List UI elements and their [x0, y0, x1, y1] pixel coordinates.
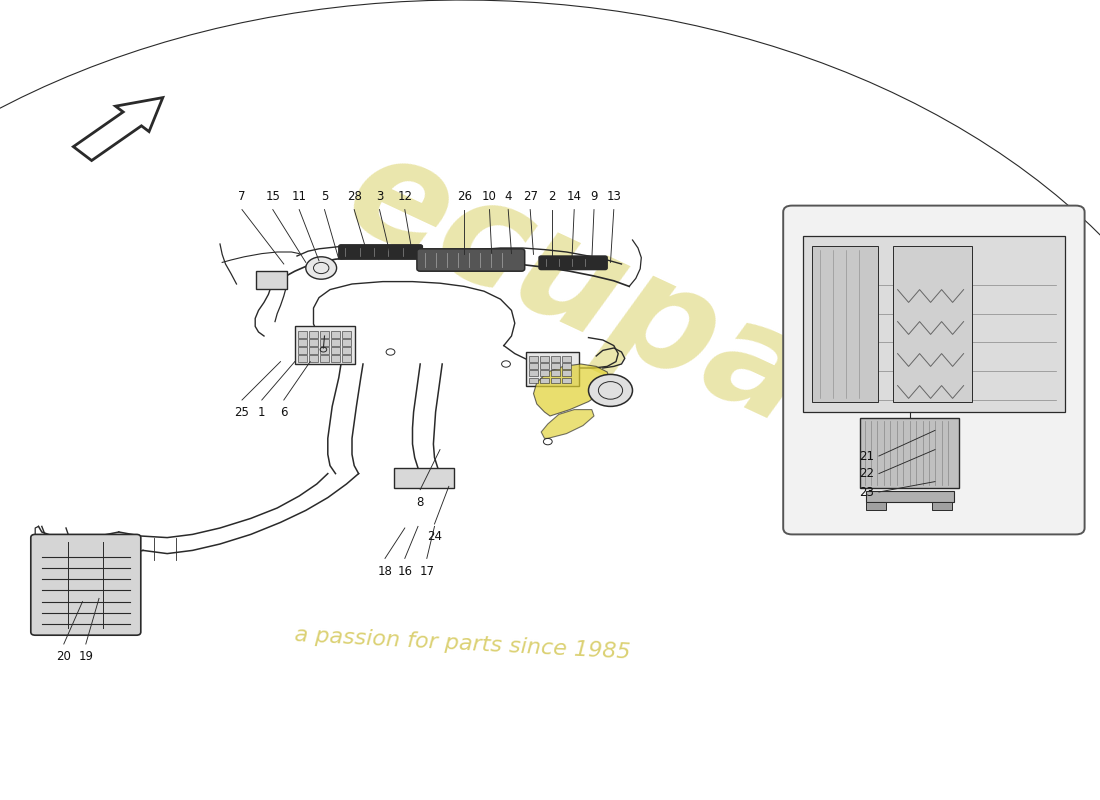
Bar: [309, 347, 318, 354]
Bar: [331, 331, 340, 338]
Polygon shape: [534, 364, 611, 416]
Bar: [812, 246, 878, 402]
Bar: [551, 363, 560, 369]
Text: 7: 7: [239, 190, 245, 203]
Bar: [526, 352, 579, 386]
Text: 21: 21: [859, 450, 874, 462]
Circle shape: [306, 257, 337, 279]
Bar: [562, 356, 571, 362]
Bar: [342, 355, 351, 362]
Bar: [394, 468, 454, 488]
Text: 5: 5: [321, 190, 328, 203]
Bar: [331, 339, 340, 346]
Bar: [320, 331, 329, 338]
Bar: [309, 331, 318, 338]
Bar: [331, 347, 340, 354]
Text: ecuparts: ecuparts: [326, 120, 1038, 552]
Text: 13: 13: [606, 190, 621, 203]
FancyBboxPatch shape: [256, 271, 287, 289]
Text: 8: 8: [417, 496, 424, 509]
Bar: [860, 418, 959, 488]
Bar: [540, 370, 549, 376]
Bar: [309, 355, 318, 362]
FancyBboxPatch shape: [783, 206, 1085, 534]
Bar: [320, 339, 329, 346]
Text: 11: 11: [292, 190, 307, 203]
Text: 24: 24: [427, 530, 442, 543]
Bar: [298, 347, 307, 354]
Text: 18: 18: [377, 565, 393, 578]
Bar: [342, 339, 351, 346]
Text: 1: 1: [258, 406, 265, 419]
Polygon shape: [74, 98, 163, 161]
Bar: [295, 326, 355, 364]
Bar: [540, 363, 549, 369]
Bar: [932, 502, 952, 510]
Bar: [320, 355, 329, 362]
Bar: [540, 378, 549, 383]
Text: 14: 14: [566, 190, 582, 203]
FancyBboxPatch shape: [339, 245, 422, 259]
Text: a passion for parts since 1985: a passion for parts since 1985: [294, 626, 630, 662]
Bar: [551, 356, 560, 362]
Bar: [342, 331, 351, 338]
Bar: [893, 246, 972, 402]
Bar: [866, 502, 886, 510]
Bar: [803, 236, 1065, 412]
Bar: [298, 339, 307, 346]
Bar: [298, 355, 307, 362]
Text: 15: 15: [265, 190, 280, 203]
Text: 20: 20: [56, 650, 72, 663]
Text: 17: 17: [419, 565, 435, 578]
FancyBboxPatch shape: [31, 534, 141, 635]
Bar: [298, 331, 307, 338]
Polygon shape: [541, 410, 594, 438]
Bar: [529, 356, 538, 362]
Bar: [551, 370, 560, 376]
Bar: [331, 355, 340, 362]
Text: 26: 26: [456, 190, 472, 203]
Text: 27: 27: [522, 190, 538, 203]
Bar: [342, 347, 351, 354]
Text: 6: 6: [280, 406, 287, 419]
Bar: [562, 370, 571, 376]
FancyBboxPatch shape: [539, 256, 607, 270]
Text: 16: 16: [397, 565, 412, 578]
Bar: [529, 363, 538, 369]
Bar: [562, 363, 571, 369]
Bar: [320, 347, 329, 354]
Text: 23: 23: [859, 486, 874, 498]
Text: 9: 9: [591, 190, 597, 203]
Bar: [562, 378, 571, 383]
Text: 12: 12: [397, 190, 412, 203]
Circle shape: [588, 374, 632, 406]
Bar: [529, 370, 538, 376]
Text: 2: 2: [549, 190, 556, 203]
Text: 28: 28: [346, 190, 362, 203]
Bar: [309, 339, 318, 346]
Bar: [551, 378, 560, 383]
Text: 25: 25: [234, 406, 250, 419]
Text: 22: 22: [859, 467, 874, 480]
FancyBboxPatch shape: [417, 249, 525, 271]
Text: 3: 3: [376, 190, 383, 203]
Bar: [529, 378, 538, 383]
Text: 10: 10: [482, 190, 497, 203]
Text: 4: 4: [505, 190, 512, 203]
Text: 19: 19: [78, 650, 94, 663]
Bar: [540, 356, 549, 362]
Bar: [866, 491, 954, 502]
